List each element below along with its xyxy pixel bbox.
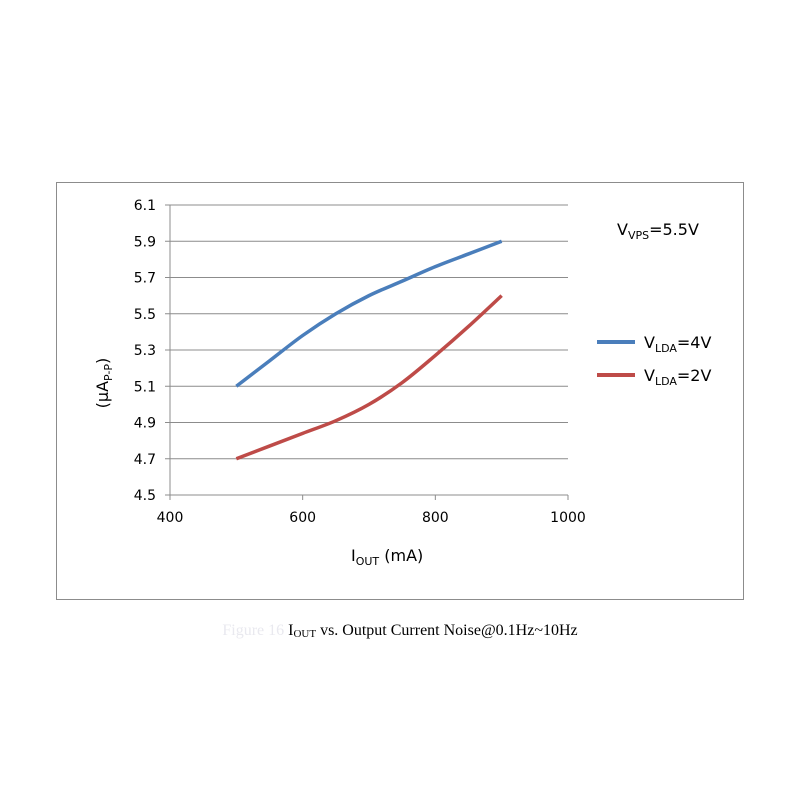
noise-chart: 4.5 4.7 4.9 5.1 5.3 5.5 5.7 5.9 6.1 400 600 800 100…: [93, 198, 711, 568]
series-lines: [235, 239, 503, 461]
caption-i: I: [288, 622, 294, 639]
y-tick-label: 4.7: [134, 452, 156, 468]
caption-rest: vs. Output Current Noise@0.1Hz~10Hz: [316, 622, 578, 639]
figure-caption: Figure 16 IOUT vs. Output Current Noise@…: [0, 622, 800, 640]
legend: VLDA=4V VLDA=2V: [597, 333, 711, 388]
y-tick-label: 6.1: [134, 198, 156, 214]
x-axis-label: IOUT (mA): [351, 546, 423, 568]
chart-frame: 4.5 4.7 4.9 5.1 5.3 5.5 5.7 5.9 6.1 400 600 800 100…: [56, 182, 744, 600]
x-tick-label: 400: [157, 510, 184, 526]
legend-label-vlda-4v: VLDA=4V: [644, 333, 711, 355]
grid-lines: [170, 204, 568, 460]
y-tick-label: 5.3: [134, 343, 156, 359]
y-tick-label: 5.1: [134, 379, 156, 395]
vps-annotation: VVPS=5.5V: [617, 220, 699, 242]
y-tick-labels: 4.5 4.7 4.9 5.1 5.3 5.5 5.7 5.9 6.1: [134, 198, 156, 504]
legend-label-vlda-2v: VLDA=2V: [644, 366, 711, 388]
series-line-vlda-2v: [235, 294, 503, 461]
y-axis-label: (µAP-P): [93, 358, 115, 409]
y-tick-label: 4.5: [134, 488, 156, 504]
series-line-vlda-4v: [235, 239, 503, 388]
x-tick-labels: 400 600 800 1000: [157, 510, 586, 526]
caption-prefix: Figure 16: [222, 622, 285, 639]
x-tick-label: 800: [422, 510, 449, 526]
caption-sub: OUT: [293, 628, 317, 640]
axes: [165, 204, 569, 500]
y-tick-label: 5.7: [134, 271, 156, 287]
y-tick-label: 4.9: [134, 416, 156, 432]
y-tick-label: 5.5: [134, 307, 156, 323]
x-tick-label: 600: [289, 510, 316, 526]
y-tick-label: 5.9: [134, 234, 156, 250]
x-tick-label: 1000: [550, 510, 586, 526]
